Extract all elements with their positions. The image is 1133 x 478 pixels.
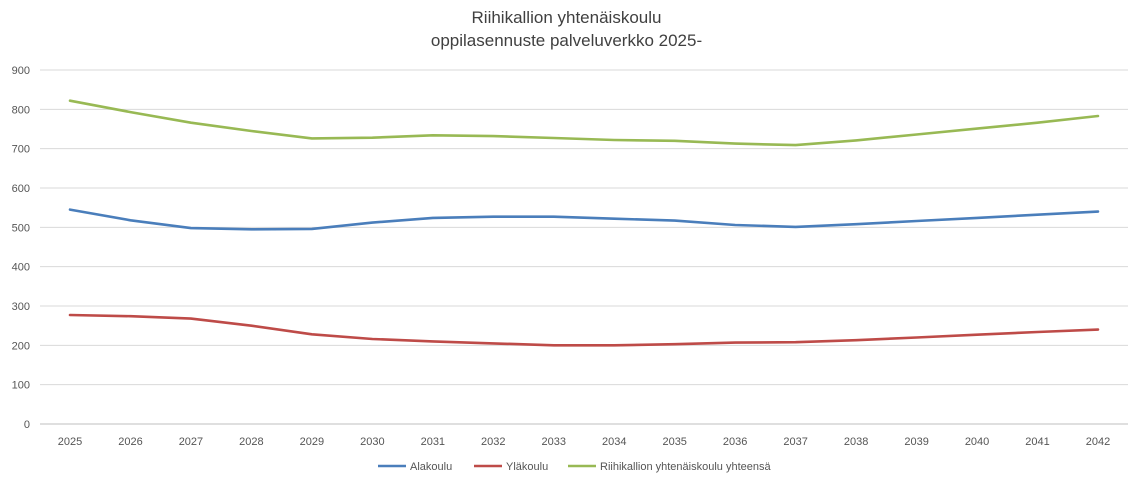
x-tick-label-2026: 2026 bbox=[118, 436, 142, 448]
chart-title-line-1: Riihikallion yhtenäiskoulu bbox=[471, 8, 662, 27]
chart-title-line-2: oppilasennuste palveluverkko 2025- bbox=[430, 31, 703, 50]
x-tick-label-2038: 2038 bbox=[844, 436, 868, 448]
x-tick-label-2037: 2037 bbox=[783, 436, 807, 448]
series-line-2 bbox=[68, 99, 1100, 147]
x-tick-label-2025: 2025 bbox=[58, 436, 82, 448]
legend-label-0: Alakoulu bbox=[410, 461, 452, 473]
x-tick-label-2033: 2033 bbox=[542, 436, 566, 448]
x-tick-label-2042: 2042 bbox=[1086, 436, 1110, 448]
series-line-1 bbox=[68, 313, 1100, 347]
x-tick-label-2041: 2041 bbox=[1025, 436, 1049, 448]
y-tick-label-100: 100 bbox=[12, 380, 30, 392]
y-tick-label-400: 400 bbox=[12, 262, 30, 274]
x-tick-label-2031: 2031 bbox=[421, 436, 445, 448]
y-tick-label-0: 0 bbox=[24, 419, 30, 431]
x-tick-label-2035: 2035 bbox=[662, 436, 686, 448]
x-tick-label-2040: 2040 bbox=[965, 436, 989, 448]
x-tick-label-2039: 2039 bbox=[904, 436, 928, 448]
y-tick-label-700: 700 bbox=[12, 144, 30, 156]
y-tick-label-500: 500 bbox=[12, 222, 30, 234]
x-tick-label-2030: 2030 bbox=[360, 436, 384, 448]
y-tick-label-800: 800 bbox=[12, 104, 30, 116]
legend-label-1: Yläkoulu bbox=[506, 461, 548, 473]
x-tick-label-2028: 2028 bbox=[239, 436, 263, 448]
y-tick-label-200: 200 bbox=[12, 340, 30, 352]
y-tick-label-600: 600 bbox=[12, 183, 30, 195]
x-tick-label-2032: 2032 bbox=[481, 436, 505, 448]
x-tick-label-2027: 2027 bbox=[179, 436, 203, 448]
x-tick-label-2034: 2034 bbox=[602, 436, 626, 448]
x-tick-label-2036: 2036 bbox=[723, 436, 747, 448]
y-tick-label-900: 900 bbox=[12, 65, 30, 77]
y-tick-label-300: 300 bbox=[12, 301, 30, 313]
legend-label-2: Riihikallion yhtenäiskoulu yhteensä bbox=[600, 461, 771, 473]
x-tick-label-2029: 2029 bbox=[300, 436, 324, 448]
series-line-0 bbox=[68, 208, 1100, 231]
